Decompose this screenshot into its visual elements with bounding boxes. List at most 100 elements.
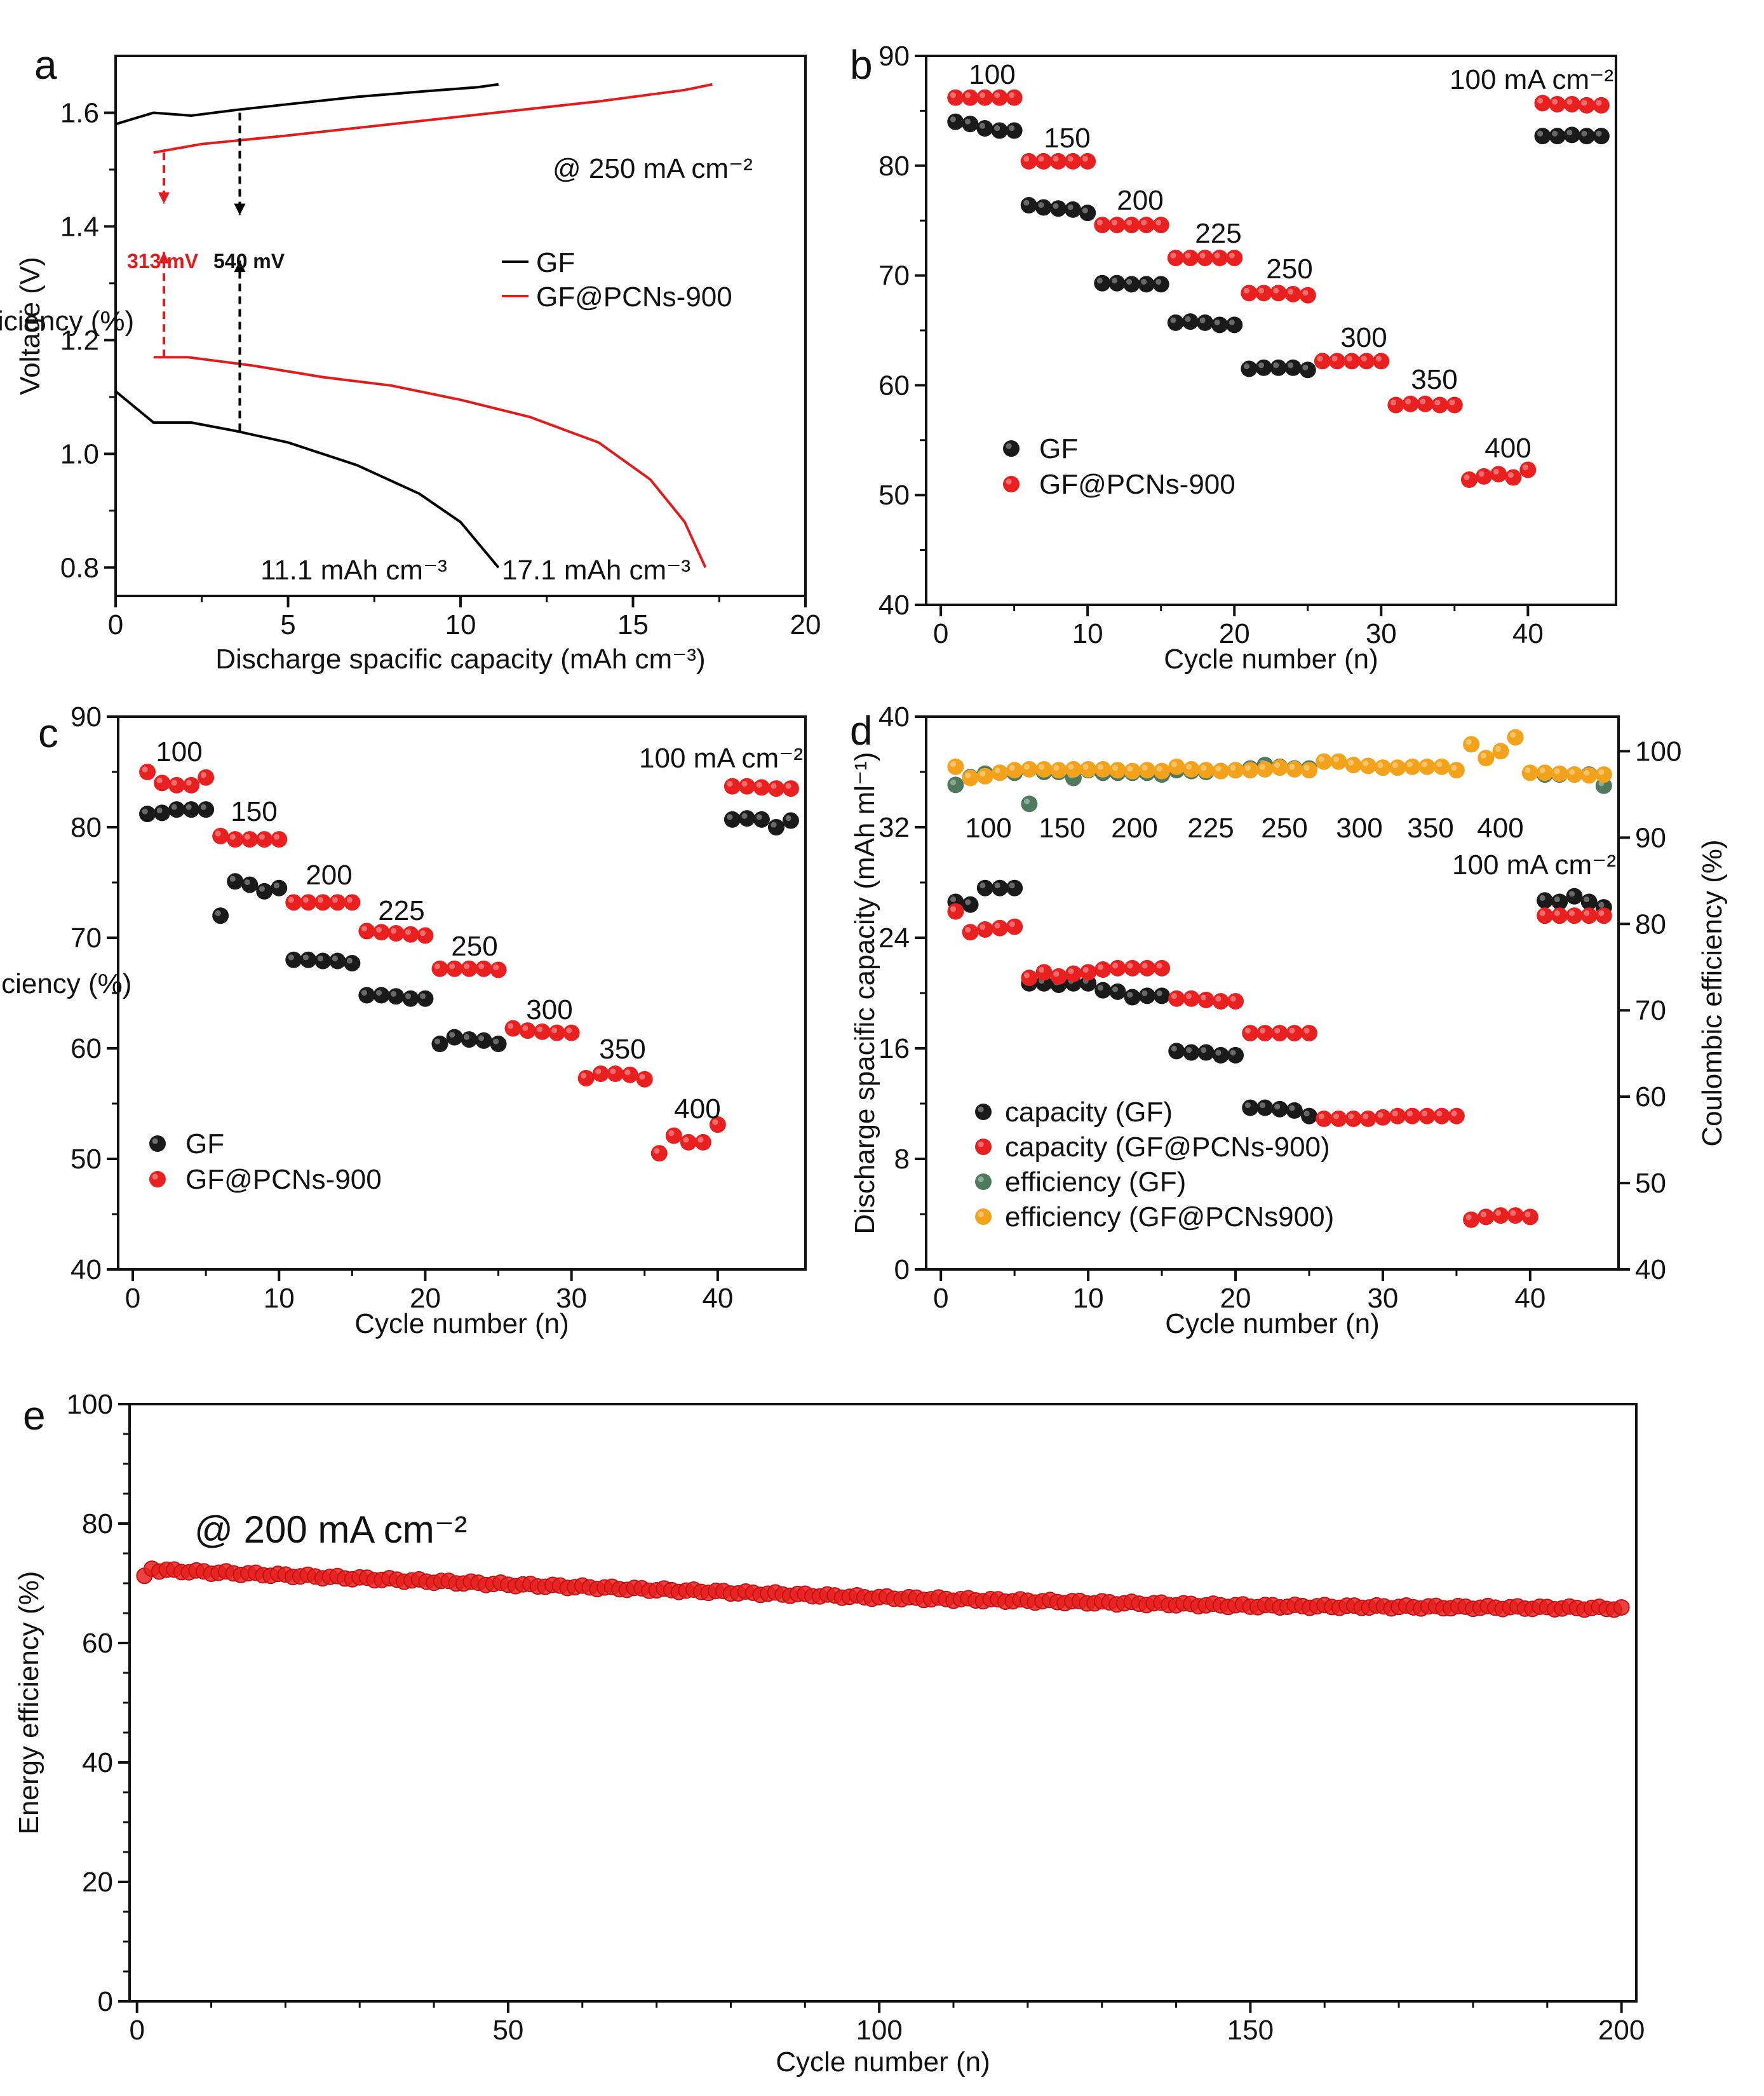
y-right-tick-label: 60 <box>1635 1081 1666 1112</box>
panel-c: 0 10 20 30 40 Cycle number (n) 40 50 60 70 80 90 Ene… <box>0 701 807 1339</box>
point-capacity-pcn-highlight <box>1009 921 1015 928</box>
panel-label-c: c <box>38 710 58 756</box>
point-pcn <box>1006 89 1023 106</box>
point-pcn <box>212 827 229 844</box>
point-efficiency-pcn-highlight <box>950 761 957 767</box>
curve-0 <box>115 83 499 126</box>
point-pcn-highlight <box>1258 287 1265 294</box>
point-capacity-pcn-highlight <box>1023 972 1030 978</box>
point-pcn <box>1314 353 1331 370</box>
point-gf-highlight <box>478 1035 485 1041</box>
point-gf <box>1592 128 1610 145</box>
point-gf <box>402 990 419 1007</box>
point-capacity-pcn-highlight <box>1348 1113 1354 1119</box>
point-gf-highlight <box>259 886 265 892</box>
point-efficiency-pcn-highlight <box>1156 766 1162 772</box>
point-gf-highlight <box>200 804 206 810</box>
point-gf <box>767 819 784 835</box>
point-gf <box>1108 274 1126 292</box>
point-capacity-pcn <box>1050 968 1067 985</box>
point-gf <box>212 907 229 924</box>
x-tick-label: 200 <box>1598 2015 1645 2046</box>
point-gf <box>227 873 244 890</box>
point-pcn <box>1460 471 1478 489</box>
legend-label-2: efficiency (GF) <box>1005 1166 1186 1198</box>
point-efficiency-pcn-highlight <box>1009 764 1015 771</box>
point-pcn <box>344 894 361 911</box>
rate-label-150: 150 <box>231 796 277 827</box>
point-efficiency-pcn <box>1021 761 1038 778</box>
point-capacity-pcn <box>1537 907 1554 924</box>
plot-frame <box>114 55 807 597</box>
point-gf <box>1020 197 1037 214</box>
point-gf <box>753 811 770 828</box>
point-gf <box>387 988 405 1005</box>
point-pcn <box>198 769 215 786</box>
point-pcn-highlight <box>581 1072 587 1079</box>
point-pcn-highlight <box>1566 98 1573 105</box>
point-efficiency-pcn-highlight <box>1053 764 1060 771</box>
point-capacity-pcn-highlight <box>965 926 971 933</box>
gap-arrow-red-down-head <box>158 192 170 204</box>
point-efficiency-pcn <box>976 767 993 785</box>
x-tick-label: 0 <box>933 618 948 649</box>
point-gf-highlight <box>1302 364 1309 370</box>
point-capacity-gf <box>1183 1044 1200 1061</box>
curve-2 <box>153 83 713 154</box>
legend-label-0: capacity (GF) <box>1005 1097 1173 1128</box>
point-capacity-gf <box>1537 892 1554 909</box>
point-pcn-highlight <box>1229 252 1235 259</box>
point-capacity-pcn <box>1359 1110 1377 1127</box>
point-gf-highlight <box>1214 319 1220 326</box>
point-pcn-highlight <box>1537 97 1544 104</box>
point-capacity-pcn <box>1242 1025 1259 1042</box>
point-capacity-pcn <box>1168 990 1185 1007</box>
point-gf-highlight <box>1023 199 1030 206</box>
point-pcn-highlight <box>1522 464 1529 471</box>
point-capacity-pcn <box>1316 1110 1333 1127</box>
x-tick-label: 100 <box>856 2015 902 2046</box>
point-efficiency-pcn-highlight <box>1171 761 1177 767</box>
point-pcn-highlight <box>508 1023 514 1029</box>
point-efficiency-pcn-highlight <box>1215 766 1222 772</box>
x-tick-label: 40 <box>702 1283 733 1314</box>
point-efficiency-pcn-highlight <box>994 767 1000 774</box>
y-tick-label: 60 <box>82 1628 113 1659</box>
point-capacity-pcn-highlight <box>1127 963 1133 969</box>
point-pcn-highlight <box>302 896 309 903</box>
point-pcn <box>168 776 185 794</box>
point-gf-highlight <box>142 808 148 815</box>
point-gf-highlight <box>741 813 748 819</box>
point-pcn-highlight <box>1405 398 1411 405</box>
x-tick-label: 30 <box>556 1283 587 1314</box>
point-pcn <box>1505 469 1522 486</box>
point-efficiency-pcn-highlight <box>1039 764 1045 770</box>
point-efficiency-pcn <box>962 769 979 787</box>
x-tick-label: 15 <box>617 609 649 640</box>
point-pcn <box>1182 249 1199 266</box>
point-capacity-pcn <box>1418 1107 1436 1125</box>
point-efficiency-pcn <box>1065 761 1082 778</box>
point-capacity-gf <box>1551 893 1568 910</box>
point-pcn-highlight <box>346 896 353 903</box>
point-pcn <box>1417 395 1434 412</box>
point-gf-highlight <box>1537 130 1544 137</box>
rate-label-350: 350 <box>1407 813 1453 844</box>
legend-marker-pcn-highlight <box>1006 478 1012 485</box>
point-pcn-highlight <box>654 1147 660 1154</box>
point-efficiency-pcn-highlight <box>1451 764 1457 771</box>
point-gf <box>991 122 1008 139</box>
point-pcn-highlight <box>1361 355 1367 362</box>
point-efficiency-pcn <box>1359 757 1377 774</box>
point-pcn <box>1255 285 1272 302</box>
legend-marker-2 <box>975 1173 992 1190</box>
y-tick-label: 1.4 <box>60 211 99 242</box>
panel-label-d: d <box>850 708 873 754</box>
point-capacity-gf-highlight <box>994 882 1000 889</box>
y-tick-label: 80 <box>879 151 910 182</box>
point-capacity-pcn <box>1300 1025 1317 1042</box>
point-pcn <box>753 779 770 796</box>
legend-marker-gf <box>1003 440 1020 457</box>
point-gf-highlight <box>1243 363 1249 370</box>
point-capacity-pcn-highlight <box>1377 1112 1384 1118</box>
